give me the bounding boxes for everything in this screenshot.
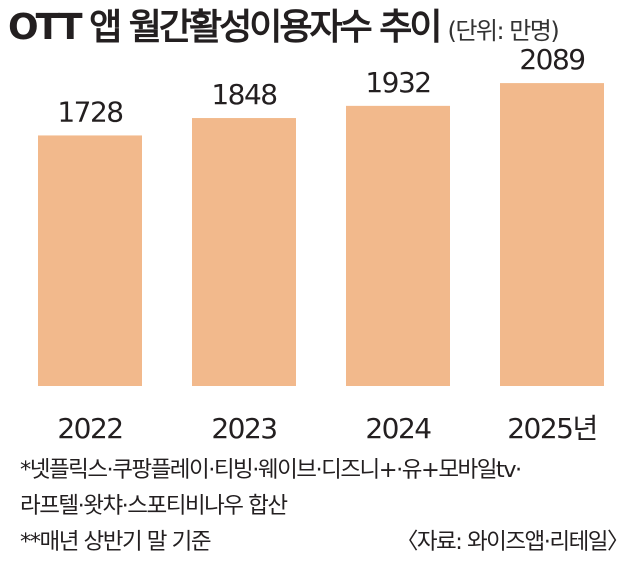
x-tick-label-2025년: 2025년 bbox=[507, 412, 597, 445]
chart-title: OTT 앱 월간활성이용자수 추이 bbox=[8, 7, 442, 48]
footnote-row-3: **매년 상반기 말 기준 〈자료: 와이즈앱·리테일〉 bbox=[20, 524, 630, 560]
bar-2024 bbox=[346, 105, 450, 387]
source-label: 〈자료: 와이즈앱·리테일〉 bbox=[395, 529, 630, 555]
bar-2022 bbox=[38, 135, 142, 386]
data-label-2023: 1848 bbox=[211, 78, 276, 111]
data-label-2025년: 2089 bbox=[519, 43, 584, 76]
data-label-2022: 1728 bbox=[57, 95, 122, 128]
x-tick-label-2022: 2022 bbox=[57, 412, 122, 445]
unit-label: (단위: 만명) bbox=[447, 17, 559, 45]
footnote-line-2: 라프텔·왓챠·스포티비나우 합산 bbox=[20, 493, 288, 519]
data-label-2024: 1932 bbox=[365, 66, 430, 99]
footnotes: *넷플릭스·쿠팡플레이·티빙·웨이브·디즈니+·유+모바일tv· 라프텔·왓챠·… bbox=[20, 452, 630, 560]
chart-header: OTT 앱 월간활성이용자수 추이 (단위: 만명) bbox=[8, 4, 560, 52]
bar-chart: 1728 2022 1848 2023 1932 2024 2089 2025년 bbox=[38, 43, 604, 445]
x-tick-label-2024: 2024 bbox=[365, 412, 431, 445]
bar-2023 bbox=[192, 118, 296, 386]
bar-2025년 bbox=[500, 83, 604, 386]
footnote-line-1: *넷플릭스·쿠팡플레이·티빙·웨이브·디즈니+·유+모바일tv· bbox=[20, 457, 522, 483]
footnote-line-3: **매년 상반기 말 기준 bbox=[20, 529, 212, 555]
x-tick-label-2023: 2023 bbox=[211, 412, 276, 445]
